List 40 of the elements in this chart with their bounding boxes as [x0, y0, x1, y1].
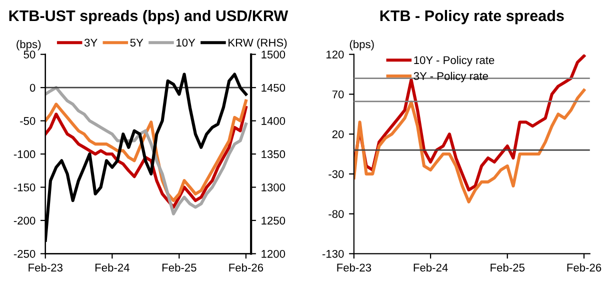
y-tick-label: 20	[332, 130, 344, 138]
x-tick-label: Feb-25	[490, 263, 525, 272]
y-tick-label: -200	[14, 216, 36, 225]
x-tick-label: Feb-26	[229, 263, 264, 272]
y-tick-label: -50	[20, 117, 36, 125]
y-tick-label: -130	[322, 250, 344, 258]
legend-label: 3Y	[84, 38, 98, 47]
y-tick-label: 70	[332, 90, 344, 98]
y-tick-label: -150	[14, 184, 36, 192]
x-tick-label: Feb-23	[28, 263, 62, 272]
y-tick-label: -100	[14, 150, 36, 158]
legend-label: 10Y	[176, 38, 196, 47]
y2-tick-label: 1450	[262, 84, 286, 92]
x-tick-label: Feb-26	[567, 263, 602, 272]
y2-tick-label: 1200	[262, 250, 286, 258]
y2-tick-label: 1350	[262, 150, 286, 158]
y2-tick-label: 1500	[262, 50, 286, 58]
x-tick-label: Feb-23	[337, 263, 372, 272]
y-axis-title: (bps)	[16, 40, 41, 50]
line-series	[45, 86, 248, 216]
x-tick-label: Feb-25	[162, 263, 196, 272]
y-tick-label: -30	[328, 170, 344, 178]
y-axis-title: (bps)	[350, 40, 374, 50]
y2-tick-label: 1400	[262, 117, 286, 125]
y-tick-label: 50	[24, 50, 36, 58]
y-tick-label: -80	[328, 210, 344, 218]
y-tick-label: 120	[326, 50, 344, 58]
legend-label: KRW (RHS)	[228, 38, 287, 49]
line-series	[354, 88, 586, 204]
legend-label: 5Y	[130, 38, 144, 47]
y-tick-label: 0	[30, 84, 36, 92]
chart-title: KTB-UST spreads (bps) and USD/KRW	[9, 10, 288, 24]
y-tick-label: -250	[14, 250, 36, 258]
y2-tick-label: 1250	[262, 216, 286, 225]
x-tick-label: Feb-24	[95, 263, 130, 272]
y2-tick-label: 1300	[262, 184, 286, 192]
legend-label: 10Y - Policy rate	[414, 56, 494, 66]
x-tick-label: Feb-24	[414, 263, 448, 272]
legend-label: 3Y - Policy rate	[414, 72, 488, 82]
chart-title: KTB - Policy rate spreads	[380, 10, 564, 24]
